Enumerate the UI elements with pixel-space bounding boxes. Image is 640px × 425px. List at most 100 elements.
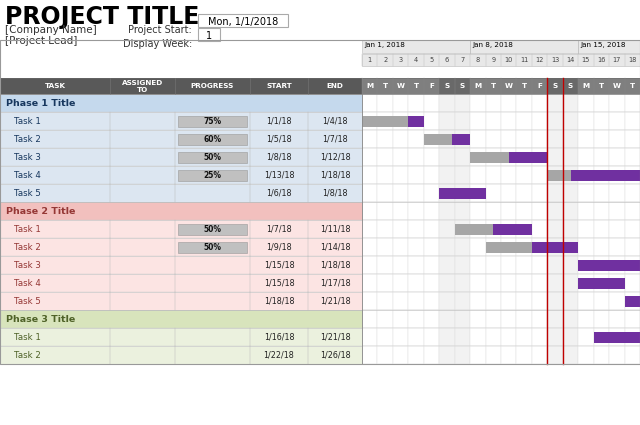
Bar: [362, 202, 640, 220]
Bar: [0, 184, 362, 202]
Text: 6: 6: [445, 57, 449, 63]
Text: 1/11/18: 1/11/18: [320, 224, 350, 233]
Text: 1/13/18: 1/13/18: [264, 170, 294, 179]
Text: 5: 5: [429, 57, 434, 63]
Bar: [393, 220, 408, 238]
Text: PROJECT TITLE: PROJECT TITLE: [5, 5, 200, 29]
Bar: [625, 292, 640, 310]
Bar: [486, 256, 501, 274]
Text: 1/18/18: 1/18/18: [320, 170, 350, 179]
Bar: [516, 346, 532, 364]
Bar: [501, 112, 516, 130]
Bar: [594, 238, 609, 256]
Bar: [547, 274, 563, 292]
Bar: [625, 295, 640, 306]
Bar: [408, 346, 424, 364]
Bar: [578, 274, 594, 292]
Bar: [378, 184, 393, 202]
Bar: [501, 328, 516, 346]
Bar: [578, 202, 594, 220]
Text: Phase 1 Title: Phase 1 Title: [6, 99, 76, 108]
Bar: [516, 220, 532, 238]
Bar: [393, 166, 408, 184]
Text: 1/26/18: 1/26/18: [320, 351, 350, 360]
Text: 50%: 50%: [204, 224, 221, 233]
Bar: [0, 292, 362, 310]
Bar: [625, 94, 640, 112]
Bar: [378, 292, 393, 310]
Bar: [501, 184, 516, 202]
Bar: [439, 220, 454, 238]
Bar: [378, 112, 393, 130]
Bar: [408, 292, 424, 310]
Bar: [501, 292, 516, 310]
Bar: [609, 202, 625, 220]
Bar: [362, 202, 378, 220]
Bar: [454, 310, 470, 328]
Bar: [362, 78, 640, 94]
Bar: [178, 241, 247, 252]
Bar: [439, 184, 454, 202]
Text: Task 1: Task 1: [14, 224, 41, 233]
Bar: [547, 78, 563, 94]
Bar: [424, 346, 439, 364]
Bar: [454, 220, 470, 238]
Bar: [424, 94, 439, 112]
Bar: [501, 346, 516, 364]
Text: Jan 1, 2018: Jan 1, 2018: [364, 42, 405, 48]
Bar: [439, 166, 454, 184]
Text: T: T: [383, 83, 388, 89]
Bar: [532, 346, 547, 364]
Text: Task 2: Task 2: [14, 243, 41, 252]
Text: T: T: [413, 83, 419, 89]
Text: Task 4: Task 4: [14, 170, 41, 179]
Bar: [594, 332, 640, 343]
Bar: [486, 166, 501, 184]
Bar: [532, 112, 547, 130]
Bar: [547, 130, 563, 148]
Text: Project Start:: Project Start:: [128, 25, 192, 35]
Bar: [393, 328, 408, 346]
Bar: [609, 292, 625, 310]
Bar: [486, 148, 501, 166]
Bar: [563, 220, 578, 238]
Bar: [578, 184, 594, 202]
Bar: [486, 310, 501, 328]
Bar: [424, 148, 439, 166]
Bar: [563, 112, 578, 130]
Bar: [0, 220, 362, 238]
Bar: [578, 130, 594, 148]
Bar: [454, 94, 470, 112]
Bar: [609, 148, 625, 166]
Text: S: S: [444, 83, 449, 89]
Bar: [578, 220, 594, 238]
Bar: [439, 274, 454, 292]
Bar: [362, 112, 378, 130]
Text: Mon, 1/1/2018: Mon, 1/1/2018: [208, 17, 278, 26]
Bar: [578, 260, 640, 270]
Text: ASSIGNED
TO: ASSIGNED TO: [122, 79, 163, 93]
Bar: [532, 238, 547, 256]
Bar: [424, 184, 439, 202]
Text: [Project Lead]: [Project Lead]: [5, 36, 77, 46]
Bar: [470, 256, 486, 274]
Text: T: T: [491, 83, 496, 89]
Bar: [486, 184, 501, 202]
Bar: [454, 224, 493, 235]
Text: Jan 8, 2018: Jan 8, 2018: [472, 42, 513, 48]
Bar: [578, 292, 594, 310]
Bar: [625, 130, 640, 148]
Bar: [578, 346, 594, 364]
Bar: [454, 78, 470, 94]
Bar: [393, 292, 408, 310]
Bar: [362, 328, 378, 346]
Text: Task 2: Task 2: [14, 351, 41, 360]
Text: 9: 9: [492, 57, 495, 63]
Bar: [547, 328, 563, 346]
Bar: [470, 346, 486, 364]
Text: 16: 16: [597, 57, 605, 63]
Text: 2: 2: [383, 57, 387, 63]
Text: 1: 1: [206, 31, 212, 40]
Bar: [362, 220, 378, 238]
Bar: [454, 256, 470, 274]
